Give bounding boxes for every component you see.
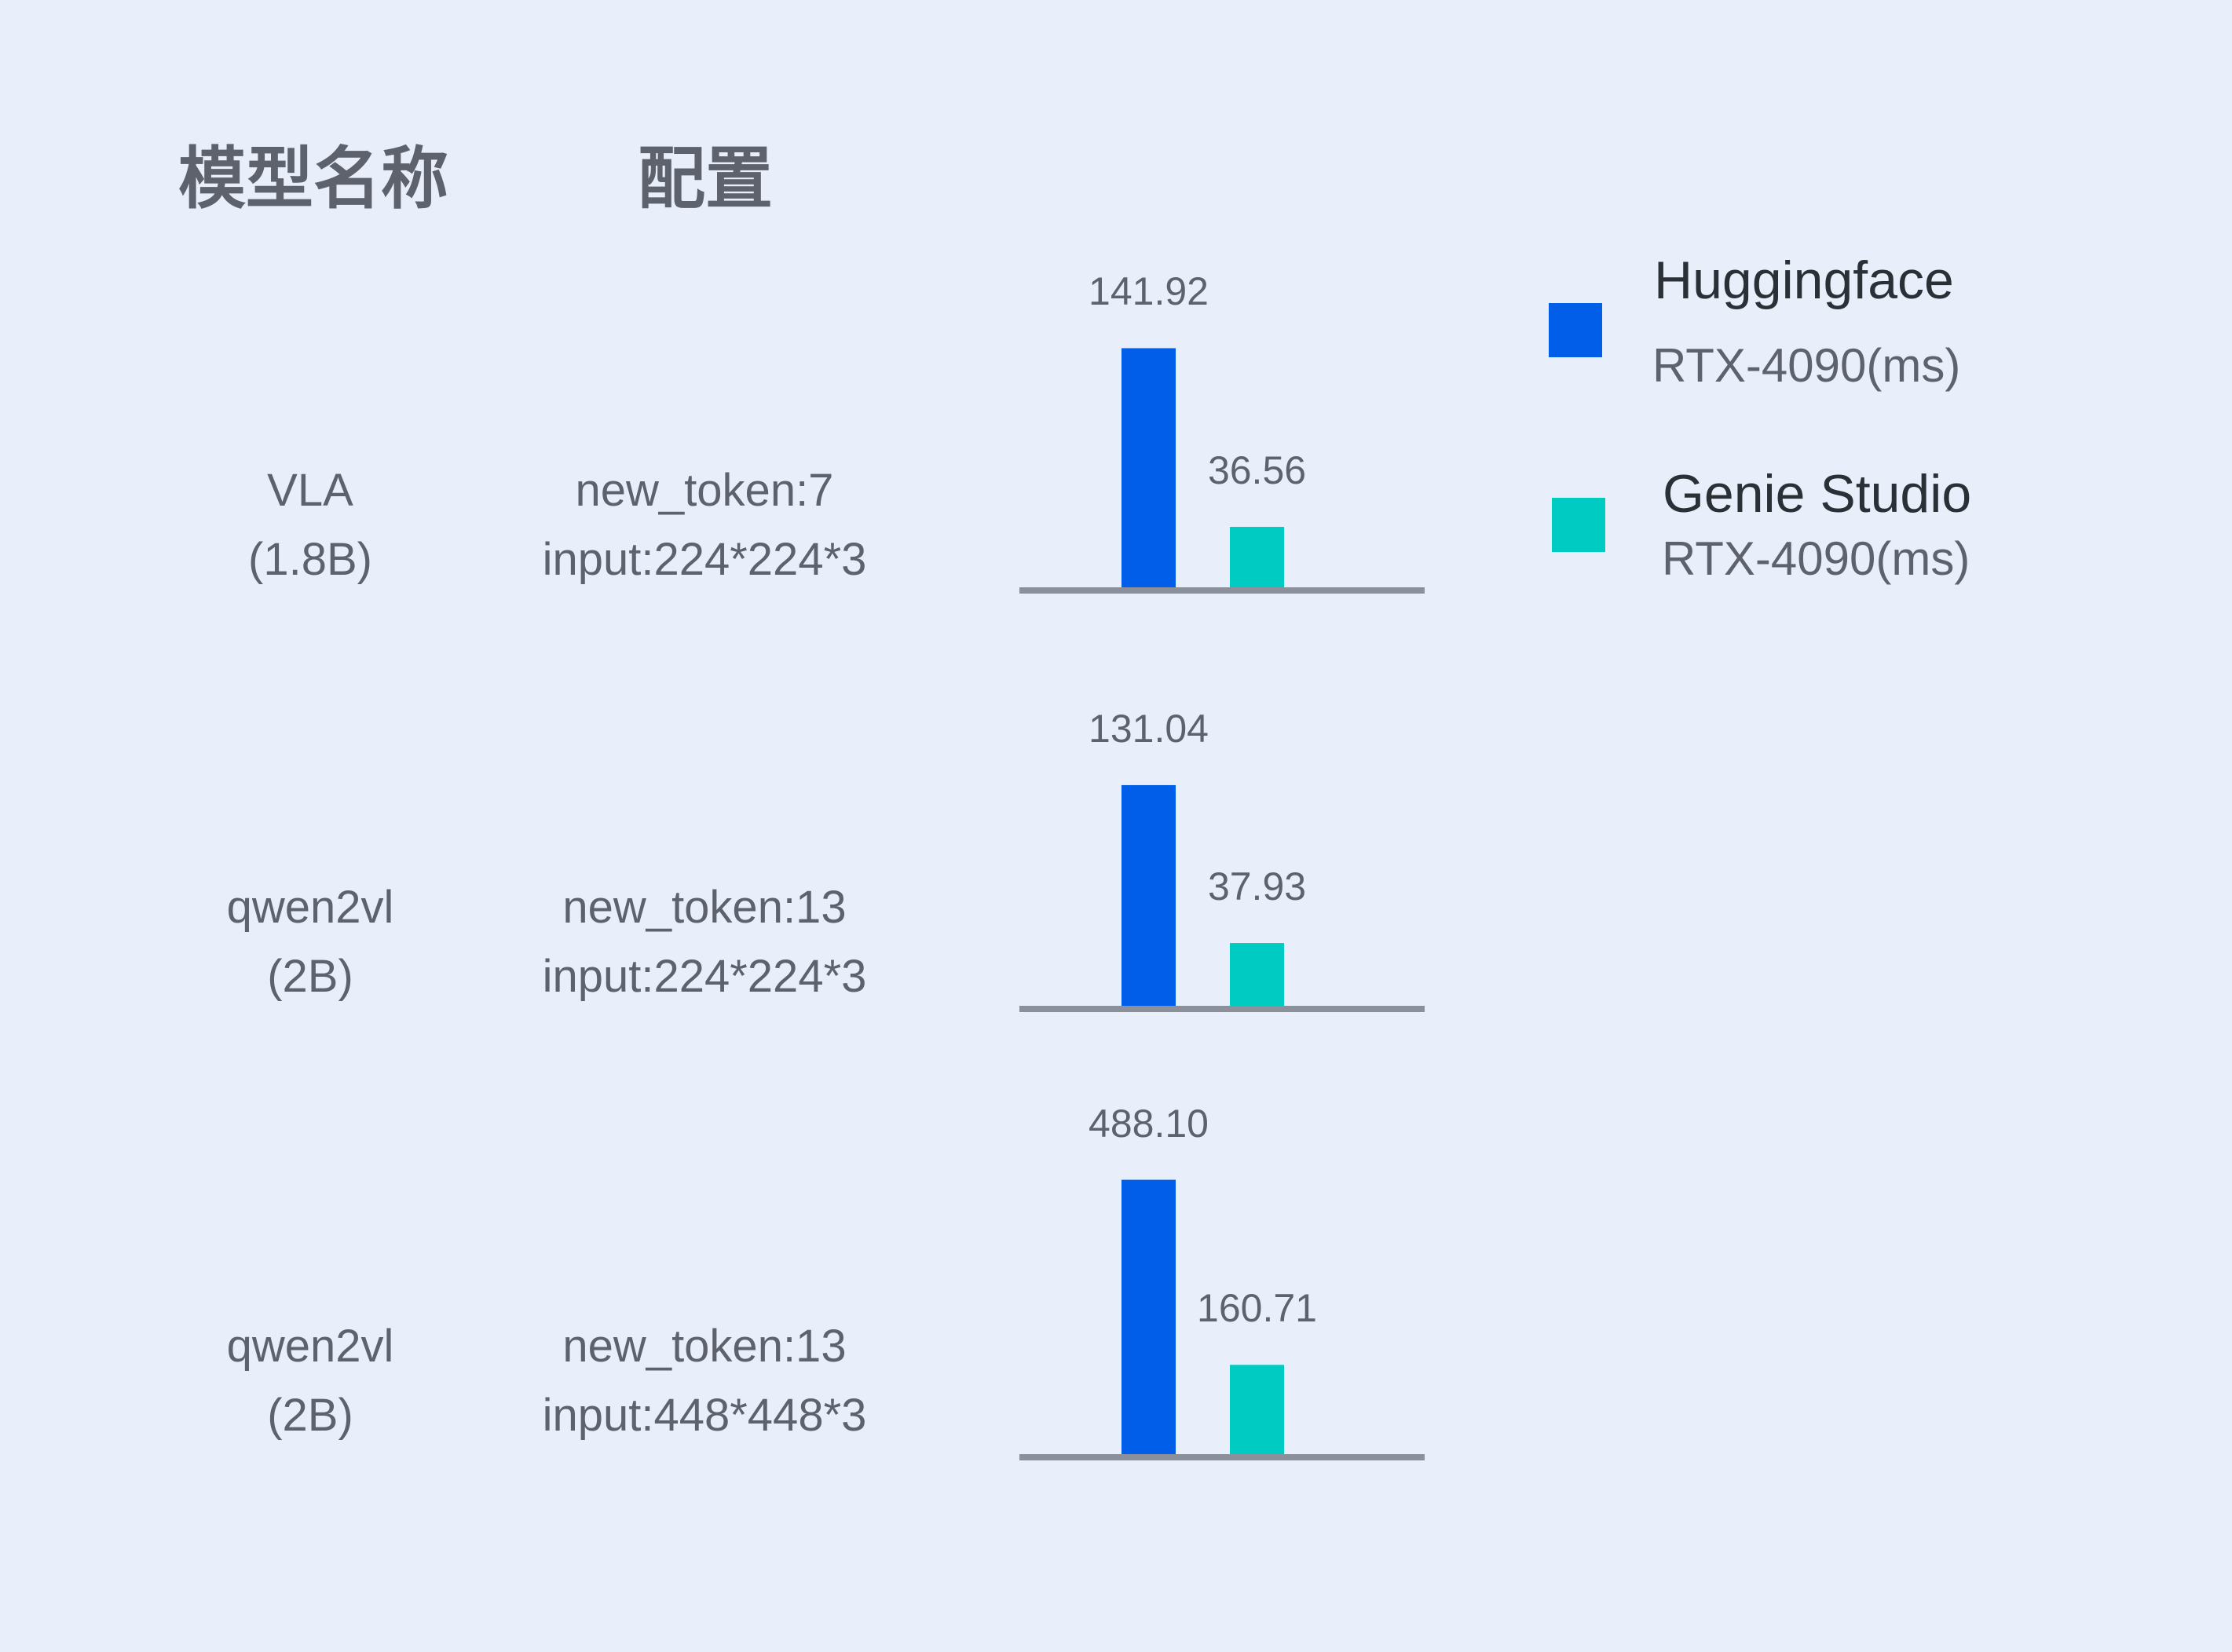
value-label-huggingface: 131.04 [1089, 706, 1209, 751]
model-size: (2B) [267, 951, 353, 1002]
bar-genie-studio [1230, 943, 1284, 1007]
value-label-huggingface: 141.92 [1089, 269, 1209, 314]
legend-sub-genie-studio: RTX-4090(ms) [1662, 532, 1970, 585]
model-size: (1.8B) [248, 534, 372, 585]
x-axis-baseline [1019, 1006, 1425, 1012]
model-size: (2B) [267, 1390, 353, 1441]
model-name: qwen2vl [226, 882, 394, 933]
model-name: VLA [267, 465, 353, 516]
config-token: new_token:13 [562, 882, 847, 933]
config-input: input:448*448*3 [542, 1390, 867, 1441]
legend-swatch-genie-studio [1552, 498, 1605, 552]
row-3-model: qwen2vl (2B) [75, 1312, 546, 1450]
model-name: qwen2vl [226, 1321, 394, 1372]
config-input: input:224*224*3 [542, 951, 867, 1002]
config-input: input:224*224*3 [542, 534, 867, 585]
legend-label-genie-studio: Genie Studio [1663, 464, 1972, 524]
value-label-genie: 160.71 [1197, 1286, 1317, 1331]
legend-label-huggingface: Huggingface [1654, 250, 1954, 310]
bar-genie-studio [1230, 527, 1284, 589]
row-1-config: new_token:7 input:224*224*3 [469, 456, 940, 594]
header-config: 配置 [638, 141, 773, 217]
value-label-huggingface: 488.10 [1089, 1101, 1209, 1146]
legend-swatch-huggingface [1549, 303, 1602, 357]
value-label-genie: 37.93 [1207, 864, 1307, 909]
config-token: new_token:13 [562, 1321, 847, 1372]
row-3-config: new_token:13 input:448*448*3 [469, 1312, 940, 1450]
legend-sub-huggingface: RTX-4090(ms) [1652, 339, 1961, 392]
config-token: new_token:7 [575, 465, 834, 516]
row-2-config: new_token:13 input:224*224*3 [469, 873, 940, 1011]
header-model-name: 模型名称 [178, 141, 448, 217]
row-1-model: VLA (1.8B) [75, 456, 546, 594]
bar-genie-studio [1230, 1365, 1284, 1456]
value-label-genie: 36.56 [1207, 448, 1307, 493]
bar-huggingface [1121, 1179, 1176, 1456]
x-axis-baseline [1019, 587, 1425, 594]
bar-huggingface [1121, 784, 1176, 1007]
x-axis-baseline [1019, 1454, 1425, 1460]
row-2-model: qwen2vl (2B) [75, 873, 546, 1011]
bar-huggingface [1121, 348, 1176, 589]
